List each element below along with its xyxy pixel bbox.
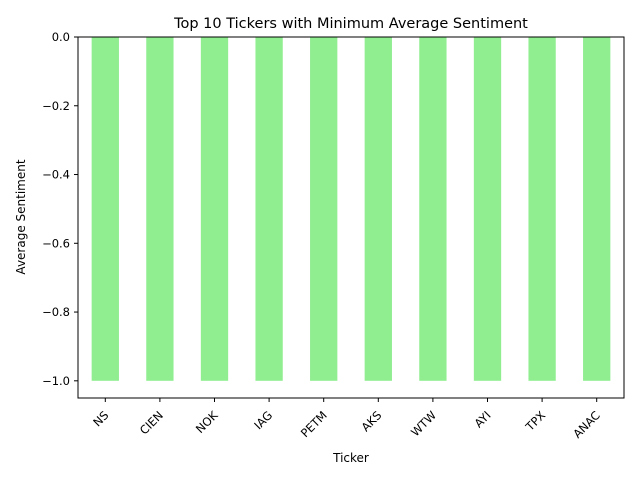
x-tick-label-anac: ANAC [570, 408, 603, 441]
bar-tpx [528, 37, 556, 381]
x-tick-label-ns: NS [90, 408, 111, 429]
y-tick-label: 0.0 [52, 30, 70, 44]
y-tick-label: −0.8 [42, 305, 70, 319]
bar-nok [200, 37, 229, 381]
x-axis: NS CIEN NOK IAG PETM AKS WTW AYI TPX ANAC [90, 398, 603, 441]
y-tick-label: −0.2 [42, 99, 70, 113]
bar-ayi [473, 37, 502, 381]
bar-wtw [419, 37, 447, 381]
bar-iag [255, 37, 283, 381]
x-axis-label: Ticker [332, 451, 369, 465]
y-tick-label: −0.6 [42, 236, 70, 250]
x-tick-label-ayi: AYI [471, 408, 493, 430]
chart-title: Top 10 Tickers with Minimum Average Sent… [173, 16, 528, 32]
y-axis-label: Average Sentiment [14, 159, 28, 274]
x-tick-label-cien: CIEN [137, 408, 166, 437]
bar-aks [364, 37, 392, 381]
y-tick-label: −1.0 [42, 374, 70, 388]
bar-ns [91, 37, 119, 381]
x-tick-label-iag: IAG [251, 408, 275, 432]
x-tick-label-petm: PETM [298, 408, 330, 440]
x-tick-label-tpx: TPX [522, 408, 548, 434]
y-axis: 0.0 −0.2 −0.4 −0.6 −0.8 −1.0 [42, 30, 78, 388]
x-tick-label-nok: NOK [193, 408, 221, 436]
bar-petm [310, 37, 338, 381]
axes-frame [77, 36, 625, 399]
bars-group [91, 37, 611, 381]
y-tick-label: −0.4 [42, 168, 70, 182]
x-tick-label-aks: AKS [358, 408, 384, 434]
x-tick-label-wtw: WTW [408, 408, 439, 439]
bar-cien [146, 37, 174, 381]
bar-anac [583, 37, 611, 381]
